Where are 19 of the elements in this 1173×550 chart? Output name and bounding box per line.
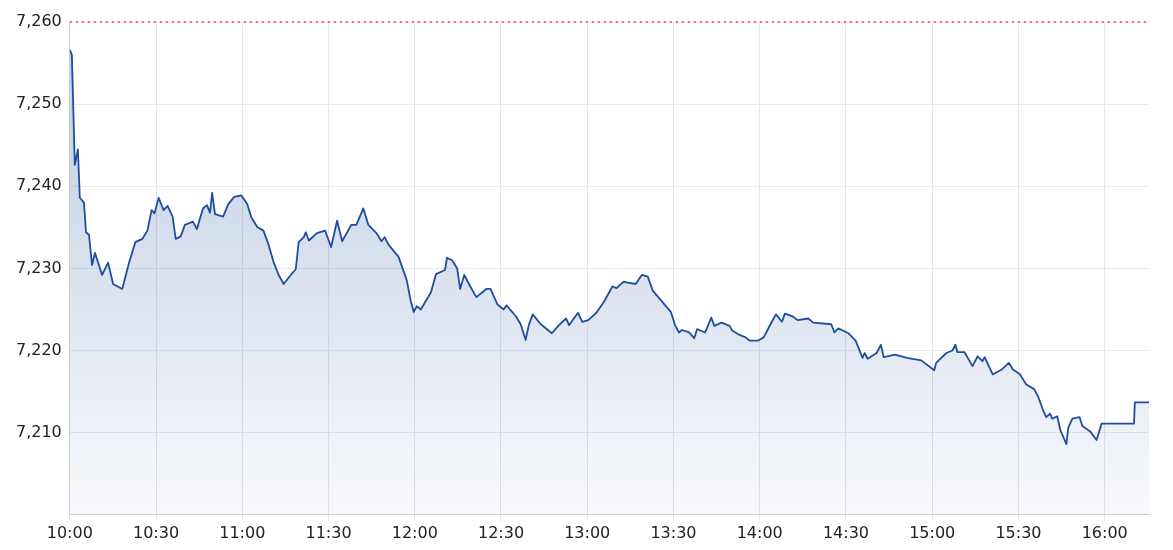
x-tick-label: 16:00: [1081, 522, 1128, 542]
y-tick-label: 7,220: [15, 339, 62, 359]
x-tick-label: 12:00: [391, 522, 438, 542]
x-tick-label: 15:30: [995, 522, 1042, 542]
x-tick-label: 14:00: [736, 522, 783, 542]
x-tick-label: 11:30: [305, 522, 352, 542]
y-tick-label: 7,260: [15, 11, 62, 31]
y-tick-label: 7,210: [15, 421, 62, 441]
x-tick-label: 12:30: [477, 522, 525, 542]
x-tick-label: 10:00: [46, 522, 93, 542]
x-tick-label: 13:00: [564, 522, 611, 542]
x-tick-label: 14:30: [822, 522, 870, 542]
y-tick-label: 7,240: [15, 175, 62, 195]
y-tick-label: 7,250: [15, 93, 62, 113]
x-tick-label: 13:30: [650, 522, 697, 542]
x-tick-label: 10:30: [132, 522, 180, 542]
x-tick-label: 15:00: [909, 522, 956, 542]
x-tick-label: 11:00: [219, 522, 266, 542]
y-tick-label: 7,230: [15, 257, 62, 277]
